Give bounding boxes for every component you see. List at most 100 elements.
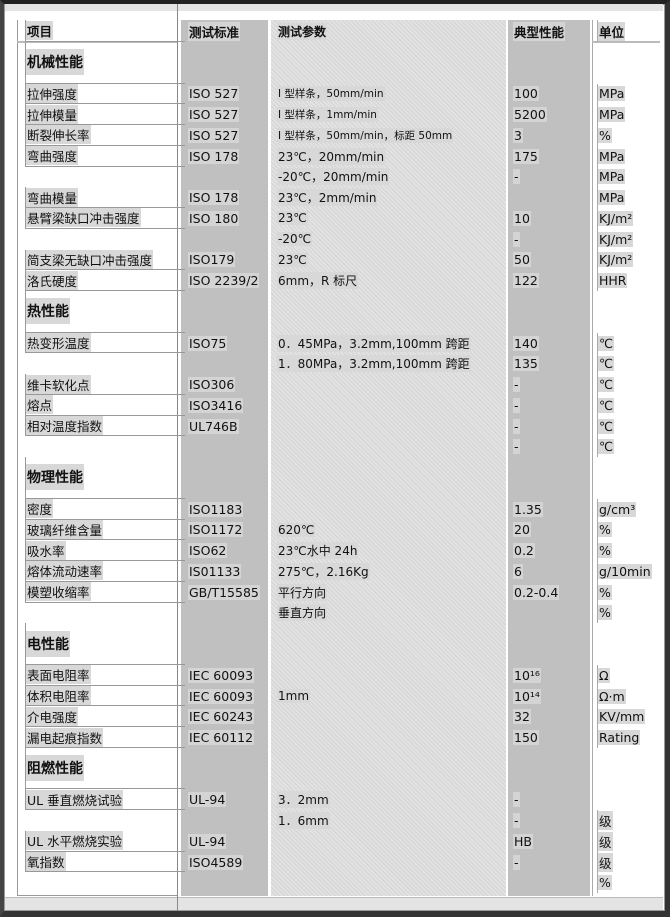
value-text: 10¹⁴ (513, 688, 541, 704)
item-cell: 表面电阻率 (25, 664, 185, 686)
value-cell: 10¹⁶ (513, 665, 595, 686)
unit-text: ℃ (598, 335, 615, 351)
standard-cell: ISO306 (188, 374, 275, 395)
unit-cell: Ω·m (597, 685, 666, 707)
standard-text: ISO3416 (188, 397, 244, 413)
standard-text: ISO 2239/2 (188, 273, 260, 289)
value-text: 5200 (513, 107, 547, 123)
item-cell: 吸水率 (25, 540, 185, 562)
standard-text: ISO62 (188, 543, 228, 559)
item-cell: UL 水平燃烧实验 (25, 830, 185, 852)
item-text: 熔体流动速率 (26, 561, 104, 581)
item-cell: 悬臂梁缺口冲击强度 (25, 208, 185, 229)
unit-cell: ℃ (597, 394, 666, 416)
standard-text: ISO 527 (188, 127, 240, 143)
standard-text: 测试标准 (188, 21, 241, 41)
unit-cell: % (597, 540, 666, 562)
table-row: 1．80MPa，3.2mm,100mm 跨距 135 ℃ (0, 353, 670, 375)
unit-text: Ω·m (598, 688, 626, 704)
item-cell: 玻璃纤维含量 (25, 519, 185, 541)
unit-text: Rating (598, 730, 641, 745)
value-cell: HB (513, 831, 595, 852)
parameter-text: 平行方向 (277, 583, 328, 601)
value-cell: 0.2-0.4 (513, 582, 595, 603)
item-cell: 相对温度指数 (25, 415, 185, 437)
value-cell: 122 (513, 270, 595, 291)
parameter-cell: 23℃ (277, 250, 512, 271)
unit-cell: MPa (597, 104, 666, 126)
standard-text: GB/T15585 (188, 584, 260, 600)
value-cell: 150 (513, 727, 595, 748)
unit-text: g/cm³ (598, 501, 637, 517)
value-text: - (513, 418, 520, 434)
unit-cell: KJ/m² (597, 228, 666, 250)
item-text: 拉伸强度 (26, 83, 79, 103)
unit-cell: g/cm³ (597, 498, 666, 520)
unit-text: ℃ (598, 418, 615, 434)
table-row: 氧指数 ISO4589 - 级 (0, 851, 670, 873)
unit-text: MPa (598, 86, 626, 102)
column-unit (592, 20, 661, 896)
unit-text: ℃ (598, 356, 615, 372)
value-text: 122 (513, 273, 539, 289)
standard-text: IEC 60112 (188, 730, 255, 745)
item-cell: 断裂伸长率 (25, 125, 185, 146)
item-text: 介电强度 (26, 706, 79, 726)
standard-cell: ISO1183 (188, 499, 275, 520)
value-text: 50 (513, 252, 531, 268)
value-cell: - (513, 436, 595, 457)
item-cell: 电性能 (25, 623, 185, 665)
standard-text: ISO 527 (188, 107, 240, 123)
unit-text: KJ/m² (598, 252, 634, 268)
unit-text: % (598, 875, 612, 891)
unit-cell: % (597, 125, 666, 146)
item-text: 弯曲强度 (26, 146, 79, 166)
value-text: 10 (513, 210, 531, 226)
table-row: 模塑收缩率 GB/T15585 平行方向 0.2-0.4% (0, 581, 670, 603)
item-cell: 维卡软化点 (25, 374, 185, 395)
standard-text: UL-94 (188, 833, 227, 849)
value-text: 20 (513, 522, 531, 538)
parameter-text: 23℃ (277, 211, 308, 226)
value-text: 0.2 (513, 543, 535, 559)
parameter-cell: 275℃，2.16Kg (277, 561, 512, 582)
standard-cell: ISO3416 (188, 395, 275, 416)
item-text: 熔点 (26, 395, 54, 415)
item-cell: 熔点 (25, 394, 185, 416)
table-row: 密度 ISO1183 1.35 g/cm³ (0, 498, 670, 520)
value-text: - (513, 792, 520, 808)
standard-text: ISO1172 (188, 522, 244, 538)
unit-cell: HHR (597, 270, 666, 292)
item-text: 洛氏硬度 (26, 270, 79, 290)
parameter-cell: -20℃ (277, 229, 512, 250)
unit-text: ℃ (598, 377, 615, 393)
parameter-text: 23℃，20mm/min (277, 147, 386, 165)
item-cell: 模塑收缩率 (25, 581, 185, 603)
parameter-text: 620℃ (277, 522, 316, 537)
item-cell: 介电强度 (25, 706, 185, 728)
item-text: 项目 (26, 21, 54, 40)
unit-cell: % (597, 602, 666, 624)
parameter-text: 0．45MPa，3.2mm,100mm 跨距 (277, 334, 471, 352)
value-cell: 20 (513, 520, 595, 541)
item-text: 拉伸模量 (26, 104, 79, 124)
value-cell: 0.2 (513, 540, 595, 561)
standard-text: IEC 60243 (188, 709, 255, 725)
unit-cell: MPa (597, 166, 666, 188)
parameter-text: 6mm，R 标尺 (277, 272, 359, 290)
table-row: 垂直方向% (0, 602, 670, 624)
item-cell: 密度 (25, 498, 185, 520)
value-text: - (513, 377, 520, 393)
standard-text: UL746B (188, 418, 239, 434)
standard-text: IEC 60093 (188, 688, 255, 704)
standard-cell: GB/T15585 (188, 582, 275, 603)
item-text: 机械性能 (26, 49, 84, 76)
item-text: 维卡软化点 (26, 374, 91, 394)
parameter-cell: 平行方向 (277, 582, 512, 603)
table-row: 介电强度 IEC 60243 32 KV/mm (0, 706, 670, 728)
standard-cell: 测试标准 (188, 20, 275, 42)
value-text: - (513, 813, 520, 829)
parameter-cell: I 型样条，50mm/min，标距 50mm (277, 125, 512, 146)
item-text: 电性能 (26, 630, 70, 657)
table-row: 热变形温度 ISO75 0．45MPa，3.2mm,100mm 跨距 140 ℃ (0, 332, 670, 354)
